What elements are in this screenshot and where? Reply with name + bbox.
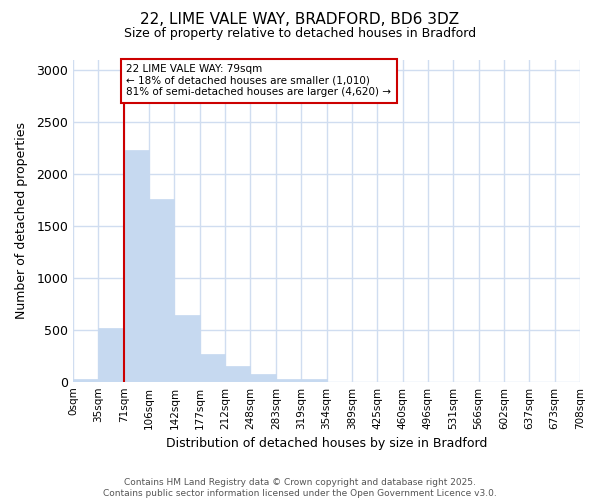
Bar (175, 316, 200, 382)
Text: Contains HM Land Registry data © Crown copyright and database right 2025.
Contai: Contains HM Land Registry data © Crown c… (103, 478, 497, 498)
Bar (98, 328, 124, 382)
Bar (124, 150, 149, 382)
Text: Size of property relative to detached houses in Bradford: Size of property relative to detached ho… (124, 28, 476, 40)
Bar (250, 374, 276, 382)
Bar (301, 379, 326, 382)
Bar (149, 199, 175, 382)
Bar (276, 378, 301, 382)
Bar (225, 366, 250, 382)
Text: 22, LIME VALE WAY, BRADFORD, BD6 3DZ: 22, LIME VALE WAY, BRADFORD, BD6 3DZ (140, 12, 460, 28)
X-axis label: Distribution of detached houses by size in Bradford: Distribution of detached houses by size … (166, 437, 487, 450)
Bar (73, 378, 98, 382)
Y-axis label: Number of detached properties: Number of detached properties (15, 122, 28, 320)
Text: 22 LIME VALE WAY: 79sqm
← 18% of detached houses are smaller (1,010)
81% of semi: 22 LIME VALE WAY: 79sqm ← 18% of detache… (126, 64, 391, 98)
Bar (200, 354, 225, 382)
